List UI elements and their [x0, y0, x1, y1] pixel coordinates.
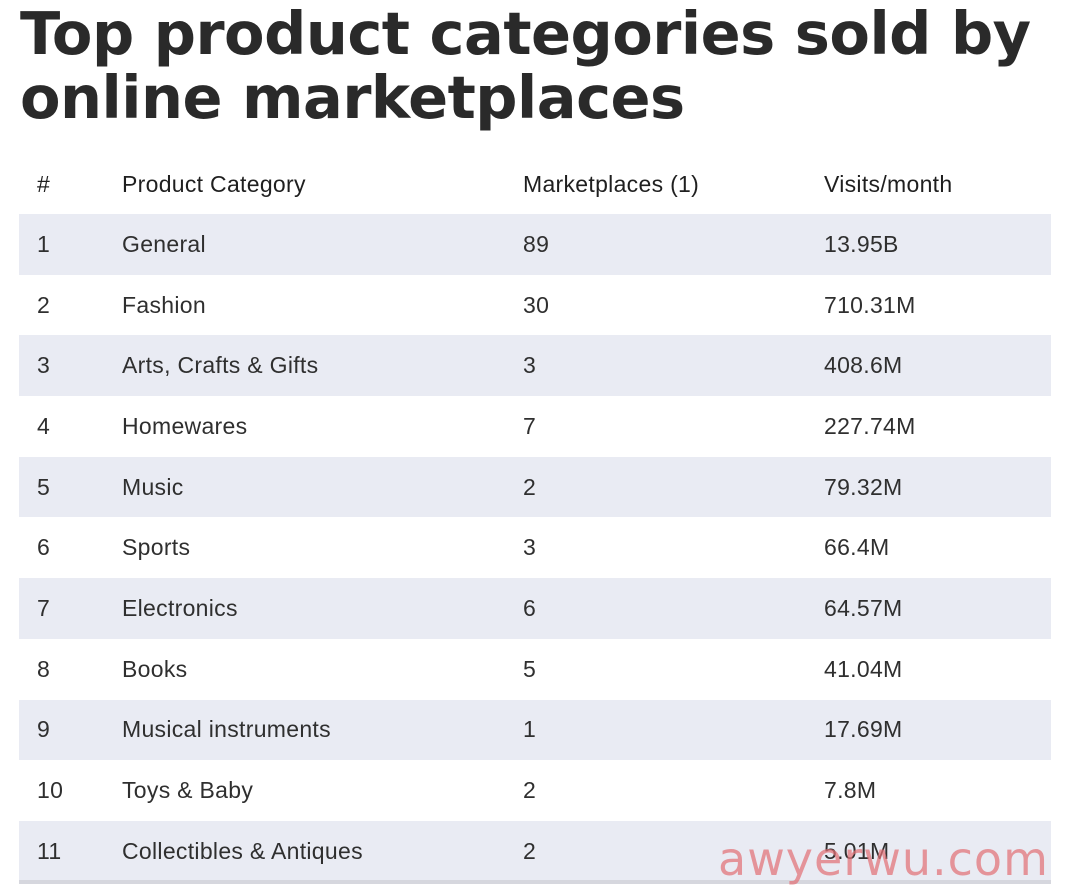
- cell-rank: 11: [37, 837, 62, 864]
- cell-visits: 5.01M: [824, 837, 890, 864]
- cell-marketplaces: 89: [523, 230, 550, 257]
- product-categories-table: # Product Category Marketplaces (1) Visi…: [19, 154, 1051, 882]
- cell-rank: 6: [37, 534, 51, 561]
- table-row: 9 Musical instruments 1 17.69M: [19, 699, 1051, 761]
- cell-visits: 7.8M: [824, 777, 877, 804]
- cell-rank: 10: [37, 777, 64, 804]
- cell-rank: 2: [37, 291, 51, 318]
- cell-category: Musical instruments: [122, 716, 331, 743]
- table-row: 2 Fashion 30 710.31M: [19, 275, 1051, 336]
- cell-marketplaces: 2: [523, 837, 537, 864]
- table-row: 7 Electronics 6 64.57M: [19, 578, 1051, 639]
- cell-marketplaces: 3: [523, 352, 537, 379]
- cell-category: Sports: [122, 534, 191, 561]
- table-row: 8 Books 5 41.04M: [19, 639, 1051, 700]
- cell-category: Arts, Crafts & Gifts: [122, 352, 319, 379]
- cell-visits: 13.95B: [824, 230, 899, 257]
- table-bottom-border: [19, 880, 1051, 884]
- header-marketplaces: Marketplaces (1): [523, 170, 700, 197]
- cell-category: Books: [122, 655, 188, 682]
- cell-category: Electronics: [122, 594, 238, 621]
- header-product-category: Product Category: [122, 170, 306, 197]
- cell-marketplaces: 5: [523, 655, 537, 682]
- table-row: 6 Sports 3 66.4M: [19, 517, 1051, 578]
- watermark: awyerwu.com: [718, 832, 1049, 886]
- cell-category: Music: [122, 473, 184, 500]
- cell-rank: 5: [37, 473, 51, 500]
- cell-rank: 3: [37, 352, 51, 379]
- cell-visits: 227.74M: [824, 412, 916, 439]
- table-row: 4 Homewares 7 227.74M: [19, 396, 1051, 457]
- cell-marketplaces: 30: [523, 291, 550, 318]
- cell-visits: 41.04M: [824, 655, 903, 682]
- table-header-row: # Product Category Marketplaces (1) Visi…: [19, 154, 1051, 214]
- cell-visits: 408.6M: [824, 352, 903, 379]
- cell-visits: 64.57M: [824, 594, 903, 621]
- table-row: 1 General 89 13.95B: [19, 214, 1051, 275]
- table-row: 11 Collectibles & Antiques 2 5.01M: [19, 820, 1051, 882]
- cell-visits: 79.32M: [824, 473, 903, 500]
- cell-category: Toys & Baby: [122, 777, 254, 804]
- cell-marketplaces: 2: [523, 777, 537, 804]
- cell-marketplaces: 7: [523, 412, 537, 439]
- header-visits-month: Visits/month: [824, 170, 953, 197]
- cell-rank: 8: [37, 655, 51, 682]
- cell-category: Collectibles & Antiques: [122, 837, 363, 864]
- cell-marketplaces: 1: [523, 716, 537, 743]
- cell-visits: 17.69M: [824, 716, 903, 743]
- table-row: 5 Music 2 79.32M: [19, 456, 1051, 518]
- cell-visits: 66.4M: [824, 534, 890, 561]
- cell-marketplaces: 6: [523, 594, 537, 621]
- cell-marketplaces: 2: [523, 473, 537, 500]
- cell-category: Homewares: [122, 412, 248, 439]
- cell-rank: 4: [37, 412, 51, 439]
- table-row: 10 Toys & Baby 2 7.8M: [19, 760, 1051, 821]
- cell-category: General: [122, 230, 206, 257]
- cell-category: Fashion: [122, 291, 206, 318]
- cell-rank: 7: [37, 594, 51, 621]
- cell-rank: 1: [37, 230, 51, 257]
- header-rank: #: [37, 170, 51, 197]
- page-title: Top product categories sold by online ma…: [20, 0, 1031, 132]
- cell-visits: 710.31M: [824, 291, 916, 318]
- table-row: 3 Arts, Crafts & Gifts 3 408.6M: [19, 335, 1051, 397]
- cell-marketplaces: 3: [523, 534, 537, 561]
- cell-rank: 9: [37, 716, 51, 743]
